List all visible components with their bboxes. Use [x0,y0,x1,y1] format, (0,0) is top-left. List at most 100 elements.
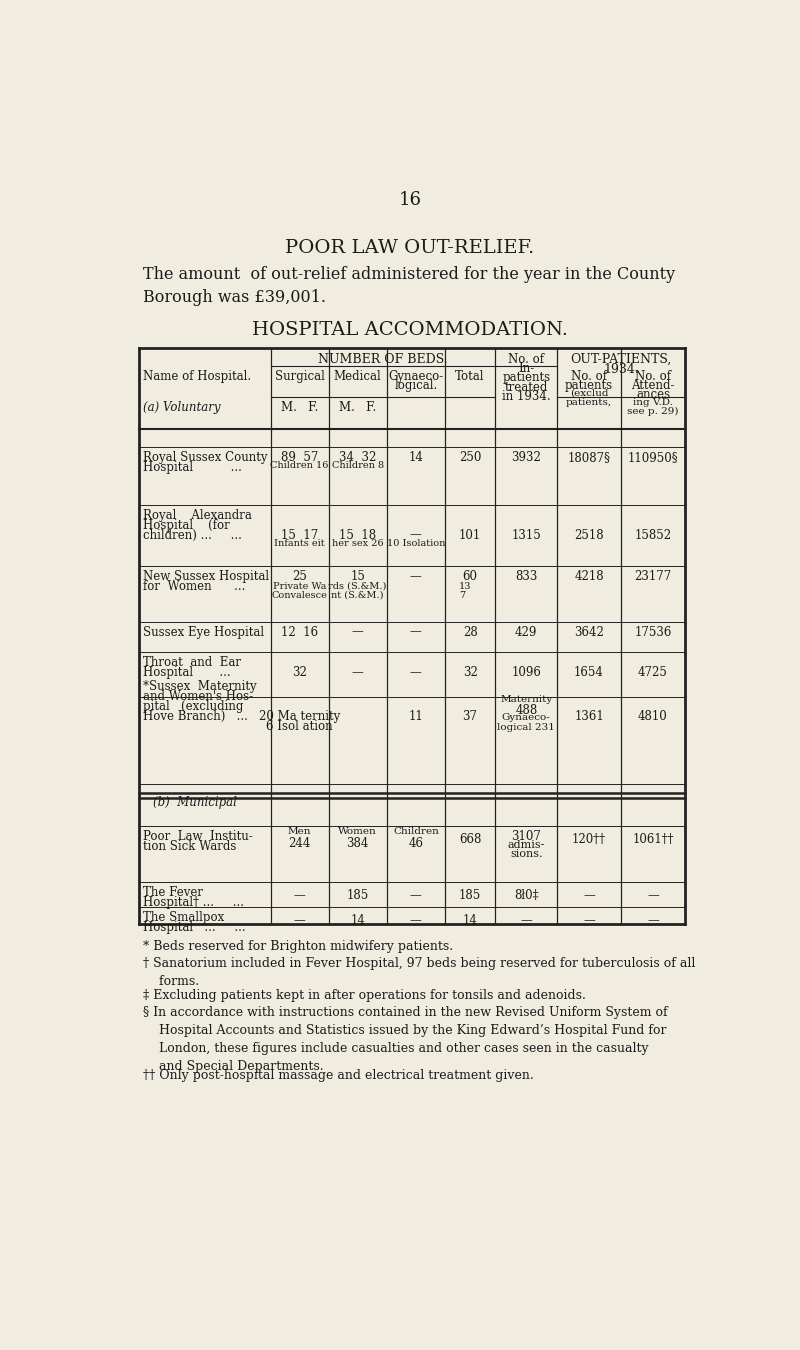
Text: see p. 29): see p. 29) [627,406,678,416]
Text: 16: 16 [398,192,422,209]
Text: 185: 185 [346,888,369,902]
Text: § In accordance with instructions contained in the new Revised Uniform System of: § In accordance with instructions contai… [142,1006,667,1073]
Text: for  Women      ...: for Women ... [142,580,245,593]
Text: 15  17: 15 17 [281,528,318,541]
Text: (b)  Municipal: (b) Municipal [153,795,237,809]
Text: HOSPITAL ACCOMMODATION.: HOSPITAL ACCOMMODATION. [252,321,568,339]
Text: nt (S.&M.): nt (S.&M.) [331,591,384,599]
Text: 46: 46 [408,837,423,849]
Text: 384: 384 [346,837,369,849]
Text: OUT-PATIENTS,: OUT-PATIENTS, [570,352,672,366]
Text: The Fever: The Fever [142,886,202,899]
Text: (exclud: (exclud [570,389,608,397]
Text: No. of: No. of [571,370,607,383]
Text: ances: ances [636,389,670,401]
Text: —: — [647,888,659,902]
Text: Convalesce: Convalesce [272,591,327,599]
Text: 668: 668 [459,833,482,845]
Text: 15  18: 15 18 [339,528,376,541]
Text: 32: 32 [462,667,478,679]
Text: 15: 15 [350,570,365,583]
Text: logical 231: logical 231 [498,722,555,732]
Text: 1654: 1654 [574,667,604,679]
Text: Sussex Eye Hospital: Sussex Eye Hospital [142,625,264,639]
Text: 15852: 15852 [634,528,671,541]
Text: —: — [410,888,422,902]
Text: 34  32: 34 32 [339,451,376,464]
Text: 833: 833 [515,570,538,583]
Text: 4810: 4810 [638,710,668,724]
Text: patients: patients [502,371,550,385]
Text: in 1934.: in 1934. [502,390,550,402]
Text: Hospital          ...: Hospital ... [142,460,242,474]
Text: 60: 60 [462,570,478,583]
Text: (a) Voluntary: (a) Voluntary [142,401,220,413]
Text: 120††: 120†† [572,833,606,845]
Text: 250: 250 [459,451,482,464]
Text: 1096: 1096 [511,667,541,679]
Text: Royal Sussex County: Royal Sussex County [142,451,267,464]
Text: 3932: 3932 [511,451,541,464]
Text: Hove Branch)   ...: Hove Branch) ... [142,710,247,724]
Text: rds (S.&M.): rds (S.&M.) [329,582,387,591]
Text: 13: 13 [459,582,471,591]
Text: The Smallpox: The Smallpox [142,911,224,925]
Text: 28: 28 [462,625,478,639]
Text: Name of Hospital.: Name of Hospital. [142,370,250,383]
Text: 3642: 3642 [574,625,604,639]
Text: tion Sick Wards: tion Sick Wards [142,840,236,853]
Text: —: — [583,914,595,927]
Text: 4218: 4218 [574,570,604,583]
Text: No. of: No. of [508,352,544,366]
Text: 14: 14 [350,914,365,927]
Text: † Sanatorium included in Fever Hospital, 97 beds being reserved for tuberculosis: † Sanatorium included in Fever Hospital,… [142,957,695,988]
Text: 4725: 4725 [638,667,668,679]
Text: M.   F.: M. F. [281,401,318,413]
Text: 7: 7 [459,591,465,599]
Text: Children: Children [393,828,438,836]
Text: 25: 25 [292,570,307,583]
Text: admis-: admis- [507,840,545,849]
Text: Total: Total [455,370,485,383]
Text: —: — [410,528,422,541]
Text: Maternity: Maternity [500,695,552,703]
Text: sions.: sions. [510,849,542,859]
Text: 3107: 3107 [511,830,541,842]
Text: 20 Ma ternity: 20 Ma ternity [259,710,340,724]
Text: —: — [294,888,306,902]
Text: NUMBER OF BEDS.: NUMBER OF BEDS. [318,352,448,366]
Text: 23177: 23177 [634,570,671,583]
Text: Hospital       ...: Hospital ... [142,667,230,679]
Text: 10 Isolation: 10 Isolation [386,539,445,548]
Text: *Sussex  Maternity: *Sussex Maternity [142,680,256,693]
Text: No. of: No. of [635,370,671,383]
Text: 8ł0‡: 8ł0‡ [514,888,538,902]
Text: —: — [352,625,363,639]
Text: 32: 32 [292,667,307,679]
Text: M.   F.: M. F. [339,401,376,413]
Text: * Beds reserved for Brighton midwifery patients.: * Beds reserved for Brighton midwifery p… [142,940,453,953]
Text: Hospital    (for: Hospital (for [142,518,230,532]
Text: Surgical: Surgical [274,370,325,383]
Text: —: — [294,914,306,927]
Text: Hospital† ...     ...: Hospital† ... ... [142,896,244,909]
Text: 1315: 1315 [511,528,541,541]
Text: 14: 14 [462,914,478,927]
Text: In-: In- [518,362,534,375]
Text: 11: 11 [409,710,423,724]
Text: children) ...     ...: children) ... ... [142,528,242,541]
Text: 429: 429 [515,625,538,639]
Text: —: — [647,914,659,927]
Text: ing V.D.: ing V.D. [633,398,673,406]
Text: —: — [410,625,422,639]
Text: POOR LAW OUT-RELIEF.: POOR LAW OUT-RELIEF. [286,239,534,256]
Text: 89  57: 89 57 [281,451,318,464]
Text: Royal    Alexandra: Royal Alexandra [142,509,251,521]
Text: 17536: 17536 [634,625,672,639]
Text: Gynaeco-: Gynaeco- [502,713,550,722]
Text: Hospital   ...     ...: Hospital ... ... [142,921,246,934]
Text: Children 8: Children 8 [332,460,384,470]
Text: her sex 26: her sex 26 [332,539,383,548]
Text: treated: treated [505,381,548,394]
Text: 1934.: 1934. [603,363,639,375]
